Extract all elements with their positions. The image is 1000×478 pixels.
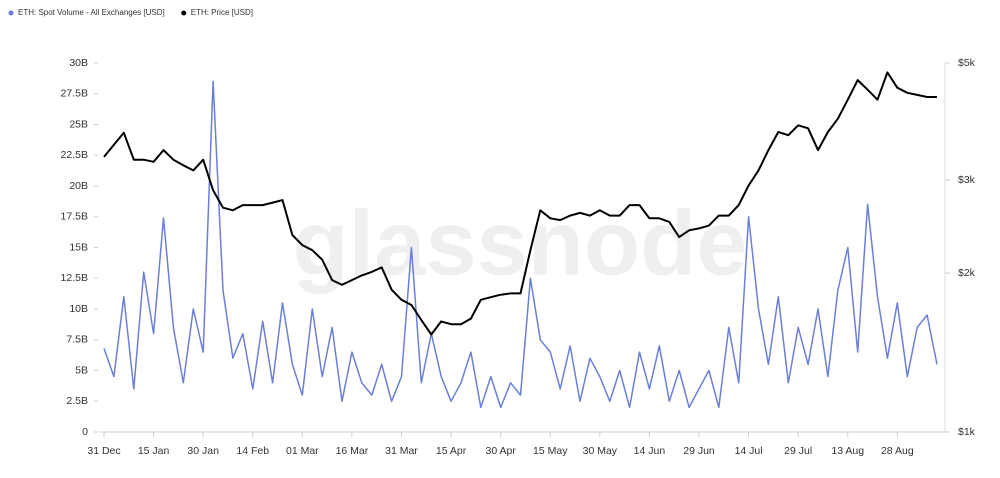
y-tick-label: 12.5B <box>61 272 88 284</box>
x-tick-label: 30 Jan <box>187 445 219 457</box>
legend-label: ETH: Spot Volume - All Exchanges [USD] <box>18 8 165 17</box>
y-tick-label: 0 <box>82 426 88 438</box>
x-tick-label: 28 Aug <box>881 445 914 457</box>
y2-tick-label: $3k <box>958 174 976 186</box>
y-tick-label: 27.5B <box>61 88 88 100</box>
series-line <box>103 80 938 409</box>
y-tick-label: 10B <box>69 303 88 315</box>
y2-tick-label: $2k <box>958 267 976 279</box>
y-tick-label: 5B <box>75 364 88 376</box>
x-tick-label: 30 Apr <box>485 445 516 457</box>
x-tick-label: 16 Mar <box>336 445 369 457</box>
x-tick-label: 29 Jun <box>683 445 715 457</box>
y-tick-label: 15B <box>69 241 88 253</box>
x-tick-label: 15 Jan <box>138 445 170 457</box>
x-tick-label: 30 May <box>583 445 618 457</box>
y2-tick-label: $5k <box>958 57 976 69</box>
x-tick-label: 14 Jun <box>634 445 666 457</box>
y-tick-label: 25B <box>69 118 88 130</box>
x-tick-label: 01 Mar <box>286 445 319 457</box>
x-tick-label: 29 Jul <box>784 445 812 457</box>
x-tick-label: 31 Dec <box>87 445 120 457</box>
y-tick-label: 2.5B <box>66 395 88 407</box>
y-tick-label: 17.5B <box>61 211 88 223</box>
x-tick-label: 13 Aug <box>831 445 864 457</box>
y-tick-label: 22.5B <box>61 149 88 161</box>
series-line <box>103 71 937 336</box>
x-tick-label: 15 Apr <box>436 445 467 457</box>
x-tick-label: 31 Mar <box>385 445 418 457</box>
x-tick-label: 15 May <box>533 445 568 457</box>
x-tick-label: 14 Jul <box>735 445 763 457</box>
legend-marker <box>181 10 187 16</box>
y-tick-label: 30B <box>69 57 88 69</box>
x-tick-label: 14 Feb <box>236 445 269 457</box>
watermark: glassnode <box>292 192 747 294</box>
legend-label: ETH: Price [USD] <box>191 8 253 17</box>
y-tick-label: 7.5B <box>66 334 88 346</box>
y2-tick-label: $1k <box>958 426 976 438</box>
legend-marker <box>8 10 14 16</box>
y-tick-label: 20B <box>69 180 88 192</box>
